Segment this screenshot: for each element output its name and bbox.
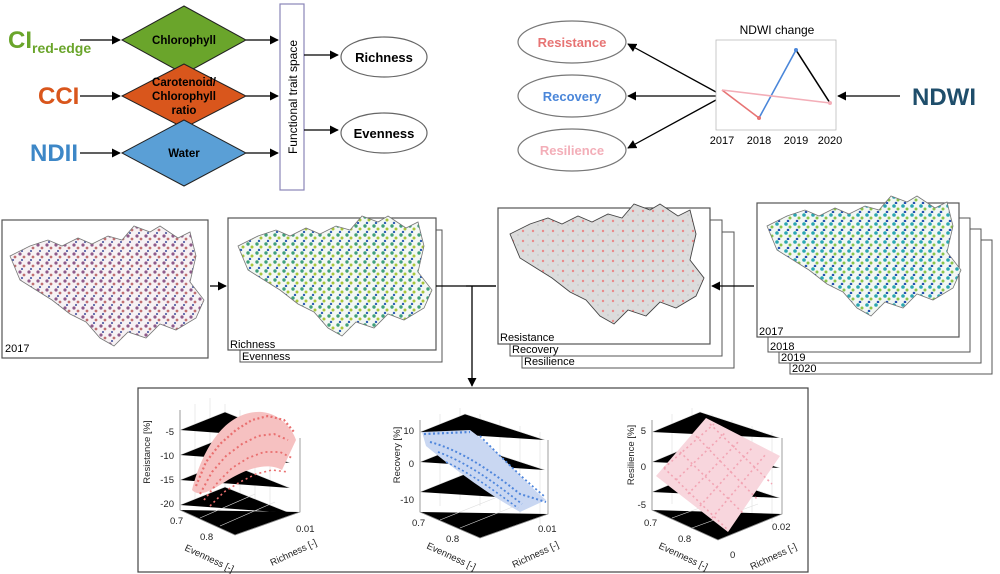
richness-ellipse xyxy=(340,36,428,78)
ndwi-segment-resistance xyxy=(721,89,760,119)
richness-map-label: Richness xyxy=(230,339,276,351)
plot-resilience-ztick-0: 0.02 xyxy=(772,522,791,533)
plot-resilience-xtick-0: 0.7 xyxy=(644,518,657,529)
plot-resilience-ylabel: Resilience [%] xyxy=(626,425,637,485)
evenness-label: Evenness xyxy=(354,126,415,141)
plot-recovery-points xyxy=(423,430,547,509)
ndwi-point-2018 xyxy=(757,116,761,120)
ndwi-year-0: 2017 xyxy=(710,135,734,147)
trait-space-label: Functional trait space xyxy=(286,40,300,154)
recovery-map-label: Recovery xyxy=(512,344,559,356)
ndwi-label: NDWI xyxy=(912,84,976,111)
map-2017-stack-label: 2017 xyxy=(759,326,783,338)
chlorophyll-label: Chlorophyll xyxy=(152,35,216,47)
ci-red-edge-label: CIred-edge xyxy=(8,27,91,56)
plot-resistance-ytick-0: -5 xyxy=(166,427,174,438)
trait-space-box xyxy=(279,3,305,191)
resilience-map-label: Resilience xyxy=(524,356,575,368)
resistance-map-label: Resistance xyxy=(500,332,554,344)
evenness-ellipse xyxy=(340,112,428,154)
plot-recovery-ytick-1: 0 xyxy=(409,459,414,470)
ndwi-segment-decline xyxy=(795,49,831,104)
ndwi-chart-frame xyxy=(715,39,837,131)
map-2019-label: 2019 xyxy=(781,352,805,364)
evenness-map-label: Evenness xyxy=(242,351,291,363)
svg-text:CIred-edge: CIred-edge xyxy=(8,27,91,56)
plot-recovery-xtick-1: 0.8 xyxy=(446,534,459,545)
map-2018-label: 2018 xyxy=(770,341,794,353)
resilience-label: Resilience xyxy=(540,143,604,158)
ndwi-point-2019 xyxy=(794,48,798,52)
plot-recovery-ztick-0: 0.01 xyxy=(538,524,557,535)
plot-resilience-ztick-1: 0 xyxy=(730,550,735,561)
ndii-label: NDII xyxy=(30,140,78,167)
richness-map-region xyxy=(237,215,433,337)
map-2017-year-label: 2017 xyxy=(5,343,29,355)
plot-resistance-ztick-0: 0.01 xyxy=(296,524,315,535)
resistance-map-region xyxy=(509,203,705,325)
plot-resistance-ytick-3: -20 xyxy=(160,499,174,510)
map-2020-label: 2020 xyxy=(792,363,816,375)
carotenoid-label-1: Carotenoid/ xyxy=(152,77,217,89)
plot-resistance-ytick-2: -15 xyxy=(160,475,174,486)
plot-recovery-ytick-2: -10 xyxy=(400,495,414,506)
plot-recovery-ytick-0: 10 xyxy=(403,426,414,437)
plot-resistance-ytick-1: -10 xyxy=(160,451,174,462)
water-label: Water xyxy=(168,148,200,160)
plot-recovery-xtick-0: 0.7 xyxy=(412,518,425,529)
ndwi-year-2: 2019 xyxy=(784,135,808,147)
plot-resistance-ylabel: Resistance [%] xyxy=(142,420,153,483)
plot-resilience-ytick-1: 0 xyxy=(641,462,646,473)
ndwi-year-1: 2018 xyxy=(747,135,771,147)
plot-resilience-points xyxy=(663,423,773,531)
map-2017-stack-region xyxy=(766,195,962,317)
ndwi-point-2020 xyxy=(828,101,832,105)
plot-resilience-ytick-0: 5 xyxy=(641,426,646,437)
recovery-ellipse xyxy=(517,74,627,118)
cci-label: CCI xyxy=(38,83,79,110)
plot-resistance-points xyxy=(194,414,295,507)
plot-resilience-surface xyxy=(656,418,780,532)
richness-label: Richness xyxy=(355,50,413,65)
ndwi-segment-recovery xyxy=(758,49,797,119)
resistance-label: Resistance xyxy=(538,35,607,50)
ndwi-chart-title: NDWI change xyxy=(740,23,815,37)
plot-resilience-xtick-1: 0.8 xyxy=(678,534,691,545)
carotenoid-label-2: Chlorophyll xyxy=(152,91,216,103)
plot-recovery-ylabel: Recovery [%] xyxy=(392,427,403,484)
ndwi-year-3: 2020 xyxy=(818,135,842,147)
recovery-label: Recovery xyxy=(543,89,602,104)
arrow-ndwi-resilience xyxy=(627,99,717,149)
map-2017-region xyxy=(9,225,205,347)
ndwi-chart-lines xyxy=(721,48,832,120)
ndwi-segment-resilience xyxy=(721,89,831,104)
resistance-ellipse xyxy=(517,20,627,64)
plot-resistance-xtick-0: 0.7 xyxy=(170,516,183,527)
plot-resilience-ytick-2: -5 xyxy=(638,500,646,511)
carotenoid-label-3: ratio xyxy=(172,105,197,117)
resilience-ellipse xyxy=(517,128,627,172)
arrow-ndwi-resistance xyxy=(627,43,717,93)
plot-resistance-xtick-1: 0.8 xyxy=(200,532,213,543)
